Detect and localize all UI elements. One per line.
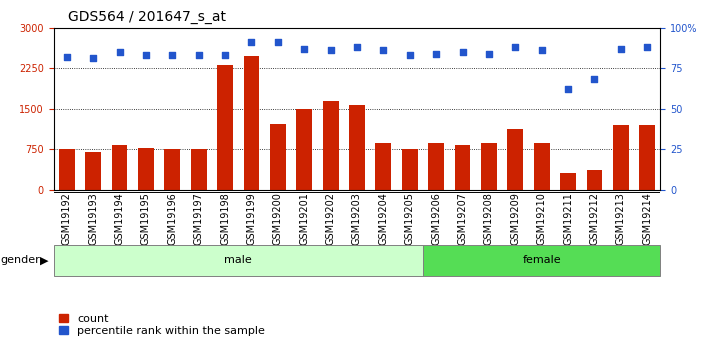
Point xyxy=(642,44,653,50)
Bar xyxy=(349,106,365,190)
Point xyxy=(114,49,125,55)
Point xyxy=(589,77,600,82)
Bar xyxy=(85,152,101,190)
Point xyxy=(325,48,336,53)
Bar xyxy=(455,145,471,190)
Text: GSM19211: GSM19211 xyxy=(563,192,573,245)
Bar xyxy=(323,101,338,190)
Point xyxy=(483,51,495,56)
Legend: count, percentile rank within the sample: count, percentile rank within the sample xyxy=(59,314,265,336)
Bar xyxy=(296,109,312,190)
Text: GSM19206: GSM19206 xyxy=(431,192,441,245)
Bar xyxy=(217,66,233,190)
FancyBboxPatch shape xyxy=(423,245,660,276)
Bar xyxy=(376,143,391,190)
Point xyxy=(246,39,257,45)
Point xyxy=(61,54,72,60)
Text: GSM19198: GSM19198 xyxy=(220,192,230,245)
Text: female: female xyxy=(523,256,561,265)
Text: GSM19193: GSM19193 xyxy=(88,192,98,245)
Bar xyxy=(534,143,550,190)
Text: GSM19204: GSM19204 xyxy=(378,192,388,245)
Text: GSM19197: GSM19197 xyxy=(193,192,203,245)
Text: GSM19207: GSM19207 xyxy=(458,192,468,245)
Point xyxy=(431,51,442,56)
Text: GSM19201: GSM19201 xyxy=(299,192,309,245)
Point xyxy=(615,46,627,51)
Point xyxy=(193,52,204,58)
Point xyxy=(378,48,389,53)
Bar xyxy=(639,125,655,190)
Point xyxy=(272,39,283,45)
Point xyxy=(298,46,310,51)
Text: GSM19212: GSM19212 xyxy=(590,192,600,245)
Text: GSM19208: GSM19208 xyxy=(484,192,494,245)
Bar xyxy=(243,56,259,190)
Bar xyxy=(59,149,75,190)
Point xyxy=(536,48,548,53)
Text: GSM19210: GSM19210 xyxy=(537,192,547,245)
Text: ▶: ▶ xyxy=(40,256,49,265)
Text: GSM19205: GSM19205 xyxy=(405,192,415,245)
Point xyxy=(563,87,574,92)
Text: GSM19209: GSM19209 xyxy=(511,192,521,245)
Text: GSM19194: GSM19194 xyxy=(114,192,124,245)
Text: GSM19203: GSM19203 xyxy=(352,192,362,245)
Point xyxy=(140,52,151,58)
Point xyxy=(219,52,231,58)
Text: GSM19214: GSM19214 xyxy=(643,192,653,245)
Text: GDS564 / 201647_s_at: GDS564 / 201647_s_at xyxy=(68,10,226,24)
Text: GSM19202: GSM19202 xyxy=(326,192,336,245)
Bar xyxy=(138,148,154,190)
Text: GSM19199: GSM19199 xyxy=(246,192,256,245)
Bar xyxy=(560,173,576,190)
Bar xyxy=(191,149,206,190)
Point xyxy=(404,52,416,58)
Text: GSM19213: GSM19213 xyxy=(616,192,626,245)
Bar xyxy=(481,143,497,190)
Point xyxy=(457,49,468,55)
Point xyxy=(166,52,178,58)
Bar xyxy=(111,146,127,190)
Bar xyxy=(508,129,523,190)
Text: GSM19195: GSM19195 xyxy=(141,192,151,245)
FancyBboxPatch shape xyxy=(54,245,423,276)
Bar xyxy=(402,149,418,190)
Text: GSM19200: GSM19200 xyxy=(273,192,283,245)
Point xyxy=(87,56,99,61)
Bar xyxy=(428,143,444,190)
Bar xyxy=(613,125,629,190)
Text: male: male xyxy=(224,256,252,265)
Bar xyxy=(270,124,286,190)
Text: GSM19196: GSM19196 xyxy=(167,192,177,245)
Text: gender: gender xyxy=(1,256,41,265)
Bar xyxy=(164,149,180,190)
Point xyxy=(510,44,521,50)
Point xyxy=(351,44,363,50)
Text: GSM19192: GSM19192 xyxy=(61,192,71,245)
Bar xyxy=(587,170,603,190)
